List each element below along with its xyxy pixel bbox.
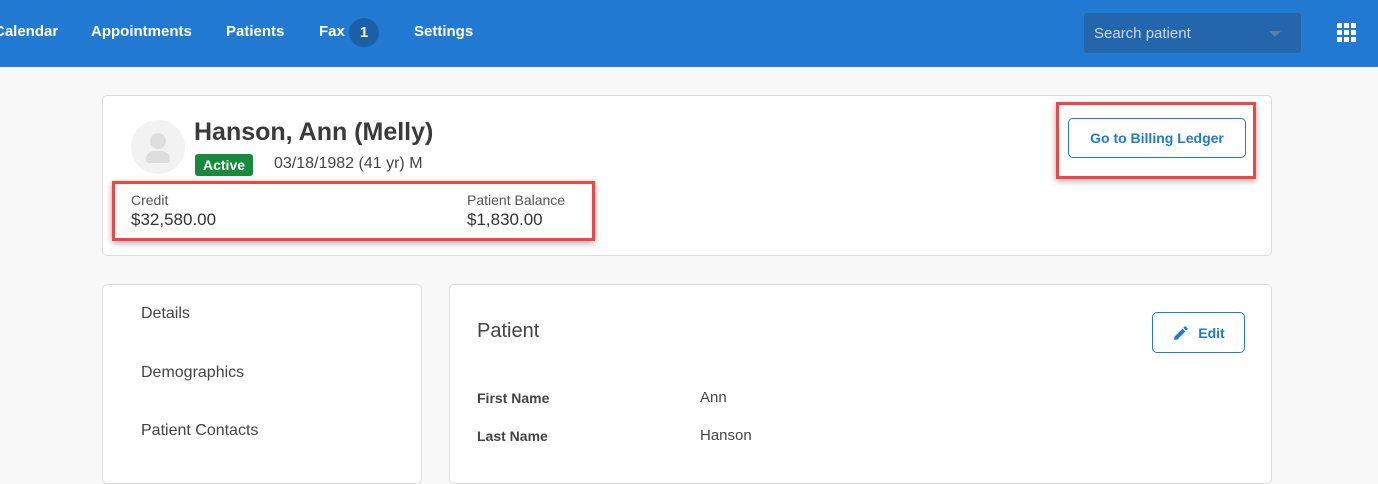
nav-appointments[interactable]: Appointments — [91, 23, 192, 40]
billing-ledger-button[interactable]: Go to Billing Ledger — [1068, 118, 1246, 158]
nav-settings[interactable]: Settings — [414, 23, 474, 40]
patient-name: Hanson, Ann (Melly) — [194, 118, 434, 146]
sidebar-card: Details Demographics Patient Contacts — [102, 284, 422, 484]
field-value-first-name: Ann — [700, 389, 727, 406]
field-value-last-name: Hanson — [700, 427, 752, 444]
search-patient[interactable] — [1084, 13, 1301, 53]
fax-count-badge: 1 — [349, 18, 379, 47]
balance-highlight: Credit $32,580.00 Patient Balance $1,830… — [112, 181, 595, 241]
search-input[interactable] — [1084, 13, 1264, 53]
nav-patients[interactable]: Patients — [226, 23, 285, 40]
sidebar-item-patient-contacts[interactable]: Patient Contacts — [141, 422, 259, 439]
field-label-first-name: First Name — [477, 390, 550, 406]
nav-calendar[interactable]: Calendar — [0, 23, 59, 40]
credit-label: Credit — [131, 192, 169, 208]
edit-label: Edit — [1198, 324, 1225, 341]
patient-dob: 03/18/1982 (41 yr) M — [274, 155, 423, 172]
balance-value: $1,830.00 — [467, 210, 543, 229]
section-title: Patient — [477, 320, 540, 342]
patient-section-card: Patient Edit First Name Ann Last Name Ha… — [449, 284, 1272, 484]
top-nav: Calendar Appointments Patients Fax 1 Set… — [0, 0, 1378, 67]
pencil-icon — [1174, 325, 1189, 340]
edit-button[interactable]: Edit — [1152, 312, 1245, 353]
field-label-last-name: Last Name — [477, 428, 548, 444]
sidebar-item-demographics[interactable]: Demographics — [141, 364, 245, 381]
nav-fax[interactable]: Fax — [319, 23, 345, 40]
credit-value: $32,580.00 — [131, 210, 217, 229]
chevron-down-icon[interactable] — [1269, 31, 1281, 37]
balance-label: Patient Balance — [467, 192, 566, 208]
status-badge: Active — [195, 154, 254, 176]
billing-highlight — [1056, 102, 1256, 179]
avatar — [131, 120, 185, 174]
apps-grid-icon[interactable] — [1337, 23, 1356, 42]
patient-header-card: Hanson, Ann (Melly) Active 03/18/1982 (4… — [102, 95, 1272, 256]
sidebar-item-details[interactable]: Details — [141, 305, 190, 322]
